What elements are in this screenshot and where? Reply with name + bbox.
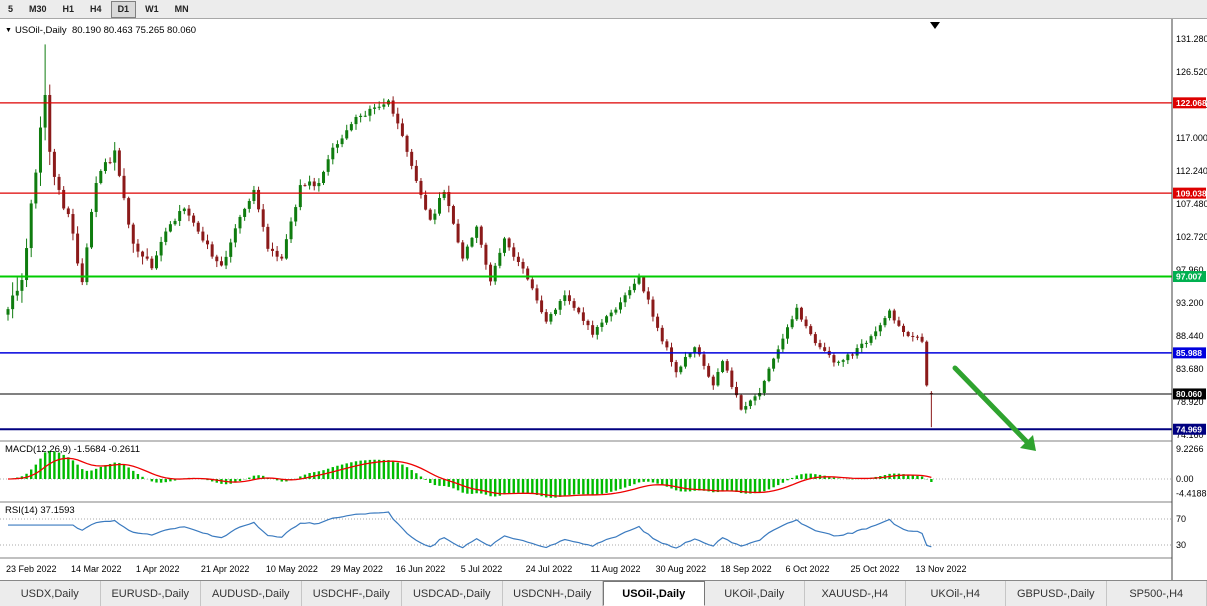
svg-text:-4.4188: -4.4188: [1176, 488, 1207, 498]
symbol-tab-ukoil-h4[interactable]: UKOil-,H4: [906, 581, 1006, 606]
svg-text:122.068: 122.068: [1176, 98, 1207, 108]
svg-text:25 Oct 2022: 25 Oct 2022: [850, 564, 899, 574]
svg-text:74.969: 74.969: [1176, 424, 1202, 434]
price-tag-85.988: 85.988: [1173, 347, 1206, 359]
svg-text:5 Jul 2022: 5 Jul 2022: [461, 564, 503, 574]
timeframe-button-h1[interactable]: H1: [62, 3, 75, 14]
svg-text:13 Nov 2022: 13 Nov 2022: [915, 564, 966, 574]
svg-text:14 Mar 2022: 14 Mar 2022: [71, 564, 122, 574]
date-axis[interactable]: 23 Feb 2022 14 Mar 2022 1 Apr 2022 21 Apr 2…: [6, 564, 966, 574]
chart-shift-marker-icon[interactable]: [930, 22, 940, 29]
svg-text:23 Feb 2022: 23 Feb 2022: [6, 564, 57, 574]
price-tag-80.060: 80.060: [1173, 388, 1206, 400]
svg-text:117.000: 117.000: [1176, 133, 1207, 143]
price-axis[interactable]: 131.280126.520121.760117.000112.240107.4…: [1171, 19, 1207, 580]
trend-arrow-annotation[interactable]: [952, 365, 1036, 451]
svg-text:0.00: 0.00: [1176, 474, 1194, 484]
svg-text:83.680: 83.680: [1176, 364, 1204, 374]
svg-text:88.440: 88.440: [1176, 331, 1204, 341]
symbol-tab-usdcnh-daily[interactable]: USDCNH-,Daily: [503, 581, 603, 606]
svg-text:24 Jul 2022: 24 Jul 2022: [526, 564, 573, 574]
symbol-tab-eurusd-daily[interactable]: EURUSD-,Daily: [101, 581, 201, 606]
symbol-tab-audusd-daily[interactable]: AUDUSD-,Daily: [201, 581, 302, 606]
svg-text:78.920: 78.920: [1176, 397, 1204, 407]
svg-text:131.280: 131.280: [1176, 34, 1207, 44]
svg-text:97.007: 97.007: [1176, 272, 1202, 282]
svg-text:93.200: 93.200: [1176, 298, 1204, 308]
svg-text:16 Jun 2022: 16 Jun 2022: [396, 564, 446, 574]
svg-text:1 Apr 2022: 1 Apr 2022: [136, 564, 180, 574]
symbol-tabbar: USDX,Daily EURUSD-,Daily AUDUSD-,Daily USDC…: [0, 580, 1207, 606]
symbol-tab-xauusd-h4[interactable]: XAUUSD-,H4: [805, 581, 906, 606]
timeframe-button-mn[interactable]: MN: [174, 3, 189, 14]
horizontal-lines[interactable]: [0, 102, 1172, 431]
rsi-line: [8, 511, 932, 549]
svg-text:6 Oct 2022: 6 Oct 2022: [786, 564, 830, 574]
price-tag-109.038: 109.038: [1173, 187, 1207, 199]
svg-text:18 Sep 2022: 18 Sep 2022: [721, 564, 772, 574]
svg-text:112.240: 112.240: [1176, 166, 1207, 176]
timeframe-button-w1[interactable]: W1: [145, 3, 159, 14]
svg-text:30: 30: [1176, 540, 1186, 550]
price-tag-122.068: 122.068: [1173, 97, 1207, 109]
macd-signal-line: [7, 457, 932, 497]
symbol-tab-ukoil-daily[interactable]: UKOil-,Daily: [705, 581, 805, 606]
symbol-tab-usoil-daily[interactable]: USOil-,Daily: [603, 581, 705, 606]
svg-text:97.960: 97.960: [1176, 265, 1204, 275]
svg-text:109.038: 109.038: [1176, 188, 1207, 198]
svg-text:21 Apr 2022: 21 Apr 2022: [201, 564, 250, 574]
symbol-tab-gbpusd-daily[interactable]: GBPUSD-,Daily: [1006, 581, 1107, 606]
svg-text:10 May 2022: 10 May 2022: [266, 564, 318, 574]
price-tag-97.007: 97.007: [1173, 271, 1206, 283]
svg-text:70: 70: [1176, 514, 1186, 524]
svg-text:85.988: 85.988: [1176, 348, 1202, 358]
timeframe-button-d1[interactable]: D1: [110, 0, 137, 18]
chart-svg[interactable]: 131.280126.520121.760117.000112.240107.4…: [0, 19, 1207, 580]
timeframe-button-h4[interactable]: H4: [90, 3, 102, 14]
price-tag-74.969: 74.969: [1173, 423, 1206, 435]
svg-text:74.160: 74.160: [1176, 430, 1204, 440]
svg-text:80.060: 80.060: [1176, 389, 1202, 399]
svg-text:30 Aug 2022: 30 Aug 2022: [656, 564, 707, 574]
symbol-tab-sp500-h4[interactable]: SP500-,H4: [1107, 581, 1207, 606]
candlestick-series: [6, 44, 933, 428]
svg-text:9.2266: 9.2266: [1176, 444, 1204, 454]
svg-text:126.520: 126.520: [1176, 67, 1207, 77]
svg-text:11 Aug 2022: 11 Aug 2022: [591, 564, 641, 574]
symbol-tab-usdcad-daily[interactable]: USDCAD-,Daily: [402, 581, 503, 606]
svg-text:29 May 2022: 29 May 2022: [331, 564, 383, 574]
svg-text:102.720: 102.720: [1176, 232, 1207, 242]
timeframe-toolbar: 5 M30 H1 H4 D1 W1 MN: [0, 0, 1207, 19]
timeframe-button-m30[interactable]: M30: [29, 3, 47, 14]
symbol-tab-usdchf-daily[interactable]: USDCHF-,Daily: [302, 581, 402, 606]
symbol-tab-usdx-daily[interactable]: USDX,Daily: [0, 581, 101, 606]
timeframe-button-5[interactable]: 5: [8, 3, 14, 14]
svg-text:107.480: 107.480: [1176, 199, 1207, 209]
